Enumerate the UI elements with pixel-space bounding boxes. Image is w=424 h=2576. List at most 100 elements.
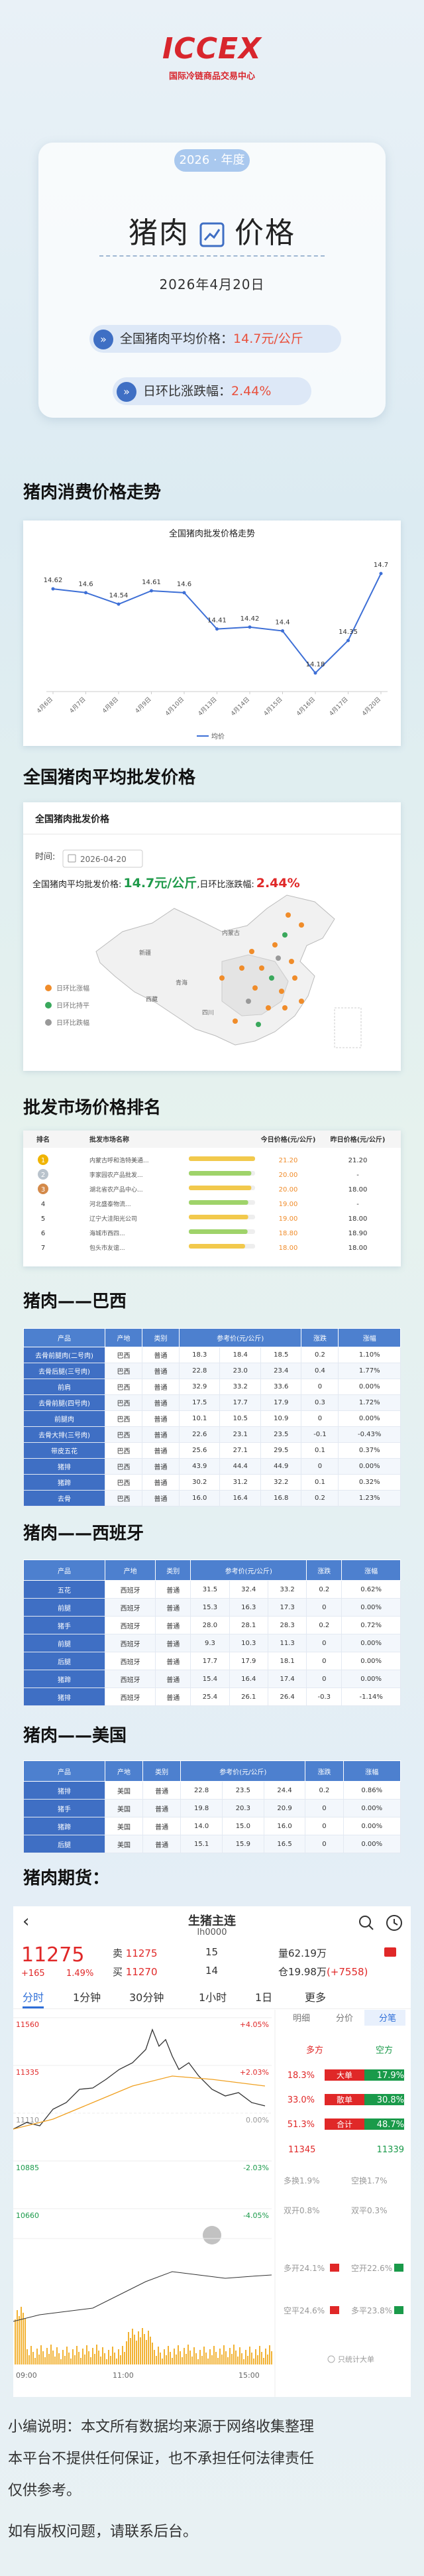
- volume-bar: [124, 2352, 125, 2364]
- table-cell: 普通: [141, 1363, 180, 1379]
- table-cell: 16.4: [219, 1490, 261, 1506]
- flow-bar: [325, 2118, 364, 2130]
- avg-label: 全国猪肉平均价格：: [120, 332, 234, 346]
- table-cell: 0.00%: [341, 1670, 401, 1688]
- legend-label: 均价: [211, 733, 225, 741]
- toolbar-icons[interactable]: [358, 1914, 404, 1933]
- volume-bar: [74, 2355, 76, 2364]
- table-cell: 0.4: [301, 1363, 339, 1379]
- table-cell: 美国: [104, 1781, 144, 1800]
- table-row: 猪手 西班牙 普通 28.0 28.1 28.3 0.2 0.72%: [23, 1616, 401, 1634]
- oi-change: (+7558): [326, 1966, 368, 1978]
- table-cell: 23.5: [221, 1781, 264, 1800]
- volume-bar: [78, 2352, 80, 2364]
- volume-bar: [19, 2316, 20, 2364]
- period-tab[interactable]: 30分钟: [129, 1991, 164, 2004]
- table-row: 后腿 美国 普通 15.1 15.9 16.5 0 0.00%: [23, 1835, 401, 1853]
- x-tick-label: 4月15日: [262, 696, 284, 717]
- table-header: 参考价(元/公斤): [178, 1328, 302, 1347]
- ranking-header: 今日价格(元/公斤): [260, 1135, 316, 1144]
- line-chart: 全国猪肉批发价格走势 4月6日 4月7日 4月8日 4月9日 4月10日 4月13日 4月14…: [36, 528, 389, 741]
- table-row: 前腿肉 巴西 普通 10.1 10.5 10.9 0 0.00%: [23, 1410, 401, 1427]
- back-button[interactable]: ‹: [23, 1912, 30, 1932]
- volume-bar: [60, 2359, 62, 2364]
- futures-name: 生猪主连: [188, 1914, 236, 1928]
- oi-line: [13, 2271, 272, 2322]
- flow-label: 散单: [337, 2095, 352, 2105]
- period-tab[interactable]: 1日: [255, 1991, 273, 2004]
- volume-bar: [223, 2345, 225, 2364]
- table-header: 涨跌: [301, 1328, 339, 1347]
- volume-bar: [118, 2349, 119, 2364]
- x-tick-label: 4月20日: [360, 696, 382, 717]
- point: [281, 629, 284, 633]
- data-label: 14.6: [177, 581, 191, 588]
- avg-pill: » 全国猪肉平均价格：14.7元/公斤: [89, 325, 341, 353]
- position-bar: [394, 2264, 403, 2272]
- table-cell: 0: [305, 1817, 344, 1835]
- table-cell: 普通: [155, 1670, 191, 1688]
- volume-bar: [86, 2345, 87, 2364]
- table-cell: 0.2: [301, 1490, 339, 1506]
- volume-bar: [108, 2350, 109, 2364]
- footer-line: 如有版权问题，请联系后台。: [8, 2524, 198, 2540]
- ask-price: 11275: [125, 1947, 158, 1959]
- period-tab[interactable]: 分时: [23, 1989, 44, 2008]
- time-label: 15:00: [238, 2371, 260, 2380]
- ranking-header: 昨日价格(元/公斤): [331, 1135, 386, 1144]
- period-tab[interactable]: 1分钟: [73, 1991, 101, 2004]
- table-cell: 10.1: [178, 1410, 221, 1427]
- market-name: 辽宁大洼阳光公司: [89, 1215, 137, 1223]
- volume-bar: [261, 2352, 262, 2364]
- region-label: 西藏: [146, 995, 158, 1003]
- play-button: [203, 2226, 221, 2244]
- table-header: 产地: [105, 1328, 142, 1347]
- legend-label: 日环比跌幅: [56, 1018, 89, 1027]
- legend-label: 日环比持平: [56, 1001, 89, 1010]
- price-label: 10660: [16, 2211, 39, 2220]
- volume-bar: [255, 2349, 256, 2364]
- map-dot: [276, 955, 281, 961]
- table-cell: 1.77%: [338, 1363, 401, 1379]
- table-cell: 普通: [141, 1458, 180, 1475]
- volume-bar: [243, 2359, 244, 2364]
- position-stat: 多开24.1%: [284, 2264, 325, 2273]
- volume-bar: [239, 2347, 240, 2364]
- footer-line: 小编说明：本文所有数据均来源于网络收集整理: [8, 2419, 315, 2435]
- data-label: 14.35: [339, 629, 358, 636]
- period-tab[interactable]: 更多: [305, 1991, 327, 2004]
- volume-bar: [166, 2355, 167, 2364]
- table-cell: 西班牙: [104, 1598, 156, 1617]
- volume-bar: [106, 2359, 107, 2364]
- open-interest: 仓19.98万(+7558): [278, 1965, 368, 1979]
- volume-bar: [178, 2345, 179, 2364]
- table-header: 类别: [142, 1760, 182, 1782]
- table-cell: 普通: [141, 1379, 180, 1395]
- table-cell: 巴西: [105, 1458, 142, 1475]
- table-cell: 普通: [141, 1426, 180, 1443]
- table-cell: 1.72%: [338, 1394, 401, 1411]
- legend-swatch: [45, 1019, 52, 1026]
- table-cell: 0.00%: [338, 1379, 401, 1395]
- table-cell: 普通: [142, 1781, 182, 1800]
- volume-bar: [142, 2328, 143, 2364]
- price-label: 10885: [16, 2164, 39, 2172]
- table-cell: 22.8: [180, 1781, 223, 1800]
- map-dot: [219, 975, 225, 981]
- volume-bar: [34, 2358, 36, 2364]
- flow-long: 18.3%: [288, 2071, 315, 2081]
- card-title: 猪肉 价格: [38, 209, 386, 251]
- flow-label: 大单: [337, 2071, 352, 2080]
- table-cell: 西班牙: [104, 1634, 156, 1652]
- volume-bar: [130, 2338, 131, 2364]
- volume-bar: [251, 2353, 252, 2364]
- today-price: 18.80: [279, 1230, 298, 1237]
- period-tab[interactable]: 1小时: [199, 1991, 227, 2004]
- note: 只统计大单: [338, 2355, 374, 2364]
- table-cell: 猪蹄: [23, 1817, 105, 1835]
- volume-bar: [30, 2346, 32, 2364]
- x-tick-label: 4月6日: [36, 696, 55, 715]
- volume-bar: [21, 2307, 22, 2364]
- yesterday-price: 18.00: [348, 1215, 368, 1223]
- time-label: 时间:: [35, 852, 55, 862]
